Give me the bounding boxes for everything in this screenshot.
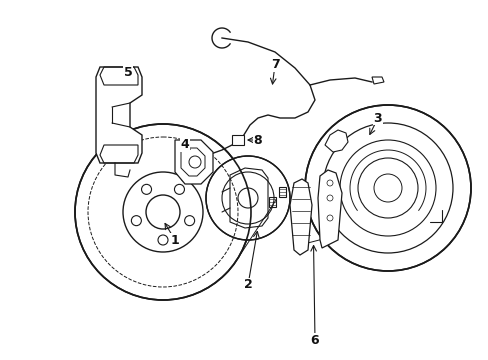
- Text: 1: 1: [170, 234, 179, 247]
- Text: 6: 6: [310, 333, 319, 346]
- Circle shape: [75, 124, 250, 300]
- Text: 7: 7: [270, 58, 279, 72]
- Polygon shape: [231, 135, 244, 145]
- Polygon shape: [317, 170, 341, 248]
- Text: 8: 8: [253, 134, 262, 147]
- Polygon shape: [175, 140, 213, 184]
- Polygon shape: [96, 67, 142, 163]
- Polygon shape: [325, 130, 347, 152]
- Text: 4: 4: [180, 139, 189, 152]
- Text: 5: 5: [123, 66, 132, 78]
- Text: 2: 2: [243, 279, 252, 292]
- Text: 3: 3: [373, 112, 382, 125]
- Polygon shape: [371, 77, 383, 84]
- Circle shape: [205, 156, 289, 240]
- Circle shape: [305, 105, 470, 271]
- Polygon shape: [289, 179, 311, 255]
